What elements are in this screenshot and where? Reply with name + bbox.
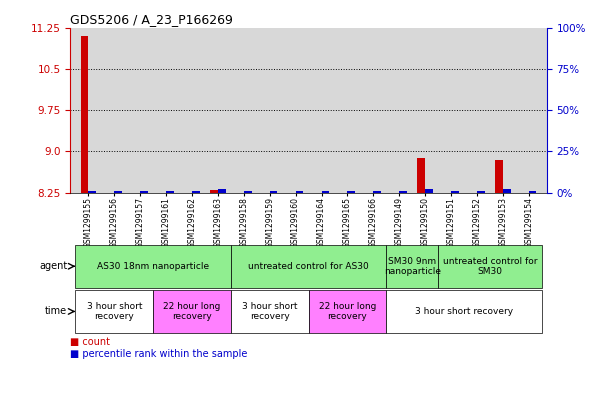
Bar <box>477 191 485 193</box>
Bar <box>529 191 536 193</box>
Bar <box>309 290 386 333</box>
Bar <box>425 189 433 193</box>
Bar <box>503 189 511 193</box>
Text: 3 hour short
recovery: 3 hour short recovery <box>87 302 142 321</box>
Text: AS30 18nm nanoparticle: AS30 18nm nanoparticle <box>97 262 209 271</box>
Bar <box>75 244 231 288</box>
Text: 22 hour long
recovery: 22 hour long recovery <box>163 302 221 321</box>
Bar <box>269 191 277 193</box>
Text: time: time <box>45 307 67 316</box>
Text: 3 hour short recovery: 3 hour short recovery <box>415 307 513 316</box>
Bar <box>89 191 96 193</box>
Bar <box>348 191 355 193</box>
Text: 22 hour long
recovery: 22 hour long recovery <box>319 302 376 321</box>
Bar <box>231 244 386 288</box>
Bar <box>114 191 122 193</box>
Bar <box>373 191 381 193</box>
Text: untreated control for
SM30: untreated control for SM30 <box>442 257 537 276</box>
Text: untreated control for AS30: untreated control for AS30 <box>248 262 369 271</box>
Text: 3 hour short
recovery: 3 hour short recovery <box>242 302 298 321</box>
Bar <box>495 160 503 193</box>
Bar <box>210 190 218 193</box>
Text: agent: agent <box>39 261 67 271</box>
Bar <box>386 290 542 333</box>
Text: ■ count: ■ count <box>70 337 110 347</box>
Bar <box>438 244 542 288</box>
Bar <box>321 191 329 193</box>
Bar <box>386 244 438 288</box>
Bar <box>296 191 304 193</box>
Bar <box>81 36 89 193</box>
Bar <box>399 191 407 193</box>
Bar <box>75 290 153 333</box>
Text: SM30 9nm
nanoparticle: SM30 9nm nanoparticle <box>384 257 441 276</box>
Text: ■ percentile rank within the sample: ■ percentile rank within the sample <box>70 349 247 360</box>
Bar <box>218 189 225 193</box>
Bar <box>244 191 252 193</box>
Bar <box>451 191 459 193</box>
Text: GDS5206 / A_23_P166269: GDS5206 / A_23_P166269 <box>70 13 233 26</box>
Bar <box>231 290 309 333</box>
Bar <box>140 191 148 193</box>
Bar <box>153 290 231 333</box>
Bar <box>166 191 174 193</box>
Bar <box>417 158 425 193</box>
Bar <box>192 191 200 193</box>
